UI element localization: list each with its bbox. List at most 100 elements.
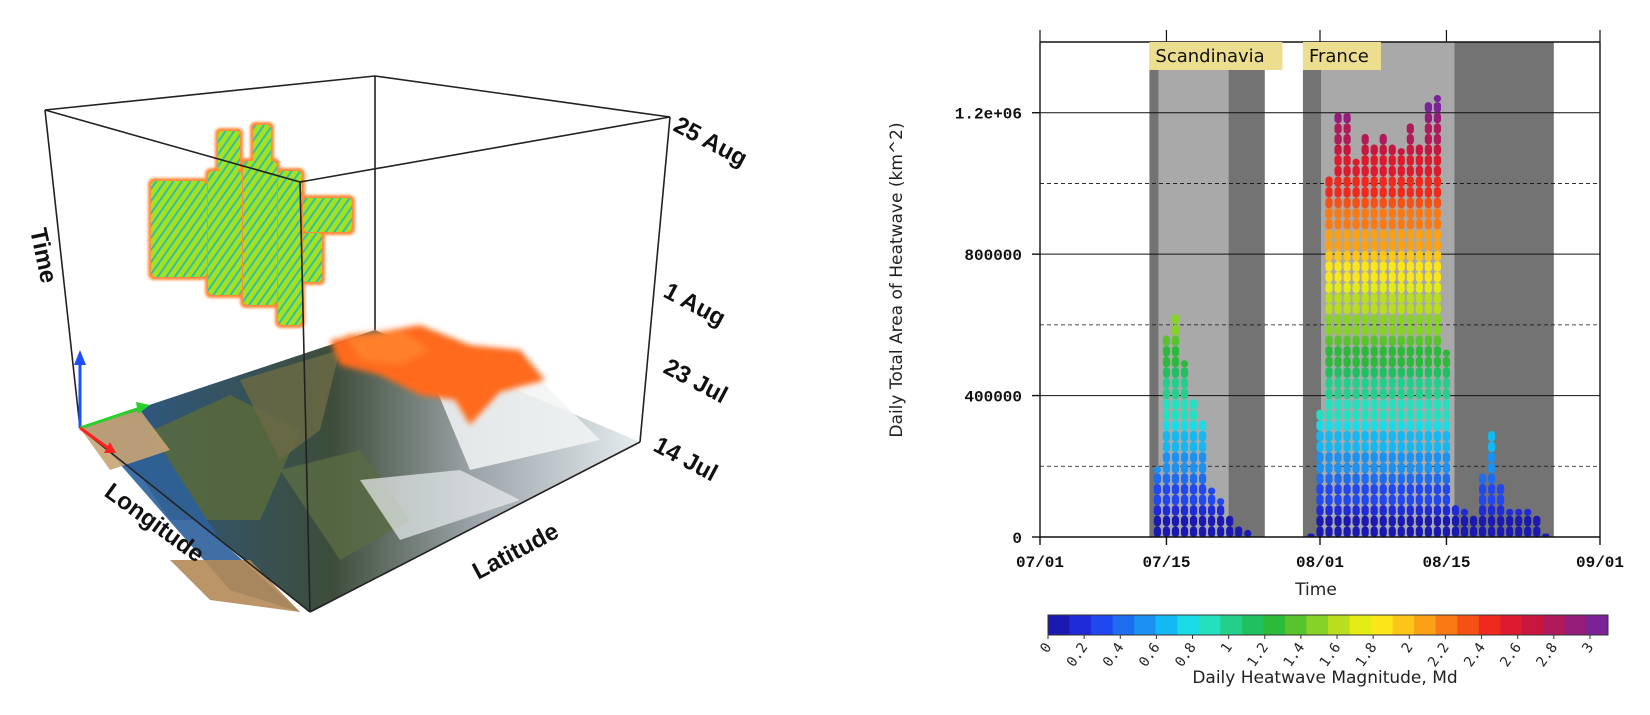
bar-segment <box>1171 346 1180 357</box>
bar-segment <box>1397 526 1405 537</box>
bar <box>1153 466 1162 537</box>
colorbar-tick-label: 0.8 <box>1172 640 1200 670</box>
bar-segment <box>1198 462 1207 474</box>
bar-segment <box>1370 346 1378 357</box>
bar-segment <box>1235 526 1243 537</box>
bar-segment <box>1343 314 1351 325</box>
bar-segment <box>1478 483 1487 495</box>
bar-segment <box>1397 388 1405 400</box>
bar-segment <box>1533 515 1541 527</box>
bar-segment <box>1515 526 1523 537</box>
bar-segment <box>1352 218 1360 230</box>
bar-segment <box>1379 218 1387 230</box>
bar-segment <box>1325 515 1333 527</box>
bar-segment <box>1343 473 1351 484</box>
bar-segment <box>1424 494 1432 506</box>
colorbar-swatch <box>1112 615 1135 635</box>
bar-segment <box>1388 494 1396 506</box>
bar-segment <box>1171 494 1180 506</box>
bar-segment <box>1208 515 1216 527</box>
bar-segment <box>1189 526 1198 537</box>
bar-segment <box>1162 377 1171 389</box>
bar-segment <box>1343 133 1351 145</box>
bar-segment <box>1189 494 1198 506</box>
region-label: Scandinavia <box>1155 46 1264 67</box>
bar-segment <box>1361 240 1369 251</box>
bar-segment <box>1415 165 1423 177</box>
colorbar-swatch <box>1457 615 1480 635</box>
bar <box>1442 349 1451 537</box>
bar <box>1226 515 1234 537</box>
bar-segment <box>1415 176 1423 187</box>
bar-segment <box>1442 388 1451 400</box>
bar-segment <box>1478 494 1487 506</box>
bar <box>1208 487 1216 537</box>
bar-segment <box>1388 261 1396 272</box>
bar-segment <box>1352 303 1360 315</box>
bar-segment <box>1325 335 1333 347</box>
bar-segment <box>1488 515 1496 527</box>
bar-segment <box>1388 346 1396 357</box>
bar-segment <box>1379 240 1387 251</box>
bar-segment <box>1469 515 1478 527</box>
bar-segment <box>1451 526 1460 537</box>
bar-segment <box>1334 505 1342 516</box>
bar-segment <box>1370 409 1378 421</box>
bar-segment <box>1361 409 1369 421</box>
bar-segment <box>1415 452 1423 463</box>
bar-segment <box>1415 526 1423 537</box>
bar-segment <box>1352 462 1360 474</box>
bar-segment <box>1388 186 1396 198</box>
bar-segment <box>1180 377 1189 389</box>
bar <box>1334 112 1342 537</box>
bar-segment <box>1424 399 1432 410</box>
bar <box>1307 533 1315 537</box>
bar-segment <box>1424 462 1432 474</box>
time-tick-label: 14 Jul <box>649 431 722 487</box>
bar-segment <box>1406 165 1414 177</box>
bar-segment <box>1343 452 1351 463</box>
bar-segment <box>1325 229 1333 240</box>
y-tick-label: 1.2e+06 <box>955 106 1022 124</box>
bar-segment <box>1424 441 1432 453</box>
bar-segment <box>1379 293 1387 304</box>
bar-segment <box>1442 399 1451 410</box>
x-tick-label: 08/01 <box>1296 554 1344 572</box>
bar-segment <box>1406 186 1414 198</box>
bar <box>1497 483 1505 537</box>
bar-segment <box>1406 218 1414 230</box>
bar-segment <box>1370 293 1378 304</box>
bar-segment <box>1325 430 1333 442</box>
bar-segment <box>1379 176 1387 187</box>
bar-segment <box>1370 229 1378 240</box>
bar-segment <box>1370 208 1378 219</box>
bar-segment <box>1460 526 1469 537</box>
bar-segment <box>1415 494 1423 506</box>
bar-segment <box>1352 314 1360 325</box>
bar-segment <box>1180 399 1189 410</box>
bar-segment <box>1361 229 1369 240</box>
bar-segment <box>1370 261 1378 272</box>
bar-segment <box>1226 515 1234 527</box>
bar-segment <box>1343 335 1351 347</box>
bar-segment <box>1162 526 1171 537</box>
bar-segment <box>1162 367 1171 378</box>
bar-segment <box>1316 420 1324 431</box>
bar-segment <box>1343 505 1351 516</box>
bar-segment <box>1379 377 1387 389</box>
bar-segment <box>1325 452 1333 463</box>
bar-segment <box>1397 176 1405 187</box>
bar-segment <box>1361 197 1369 209</box>
bar-segment <box>1334 356 1342 368</box>
bar-segment <box>1162 462 1171 474</box>
x-axis-title: Time <box>1294 580 1337 600</box>
bar-segment <box>1361 473 1369 484</box>
bar-segment <box>1352 250 1360 262</box>
bar-segment <box>1406 314 1414 325</box>
x-tick-label: 09/01 <box>1576 554 1624 572</box>
bar-segment <box>1352 335 1360 347</box>
bar-segment <box>1352 208 1360 219</box>
colorbar-swatch <box>1328 615 1351 635</box>
bar-segment <box>1352 420 1360 431</box>
bar-segment <box>1325 473 1333 484</box>
